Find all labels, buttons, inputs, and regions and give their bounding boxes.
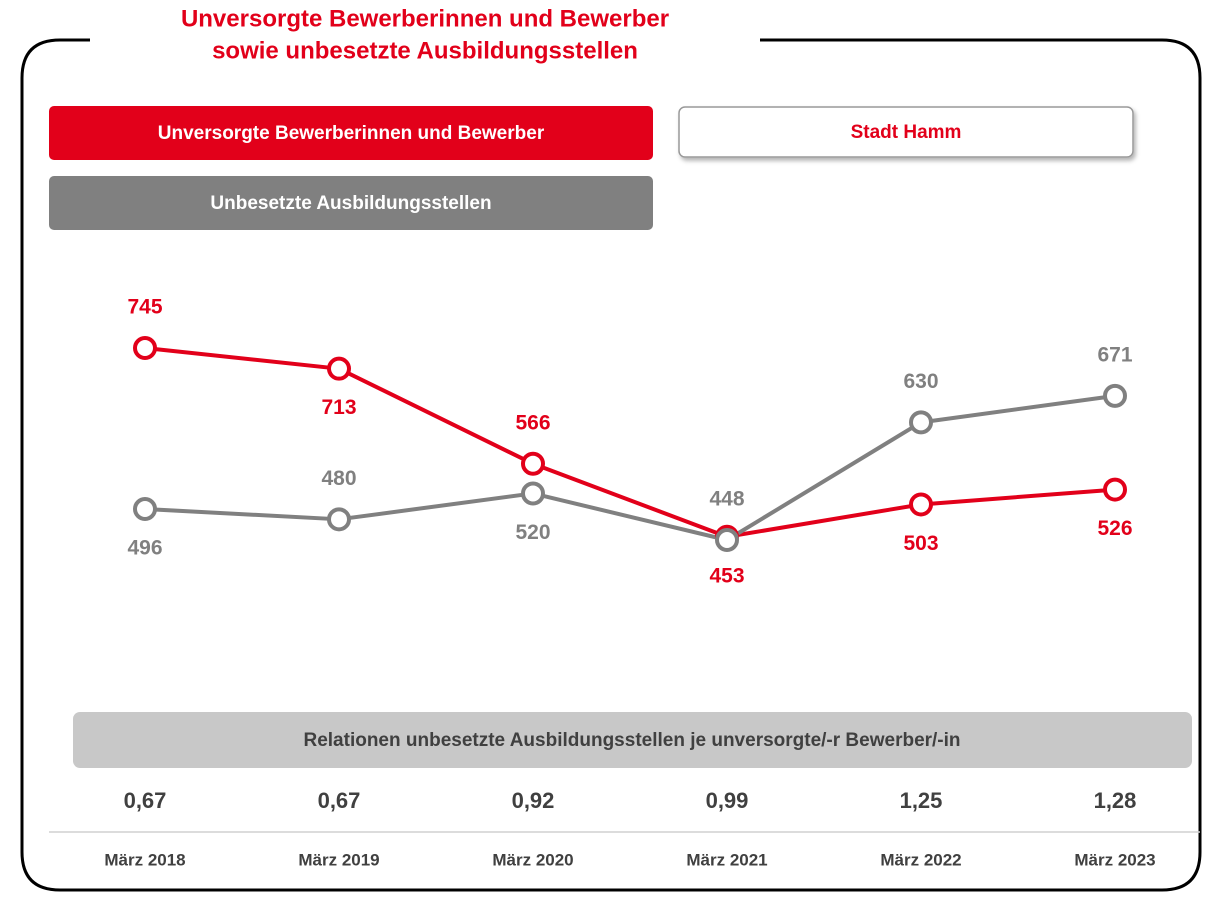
point [521,481,545,506]
frame [20,38,1202,892]
series-line [144,393,1116,542]
data-label: 713 [321,396,356,419]
point [715,528,739,552]
data-label: 496 [127,537,162,560]
data-label: 520 [515,521,550,544]
legend-label: Unversorgte Bewerberinnen und Bewerber [158,123,545,144]
point [327,507,351,532]
data-label: 745 [127,296,162,319]
ratio-header [73,712,1192,768]
x-tick-label: März 2018 [104,850,185,869]
data-label: 630 [903,370,938,393]
data-label: 526 [1097,517,1132,540]
point [909,492,933,517]
ratio-value: 0,67 [318,788,361,813]
ratio-title: Relationen unbesetzte Ausbildungsstellen… [303,730,960,751]
x-tick-label: März 2022 [880,850,961,869]
ratio-value: 0,92 [512,788,555,813]
data-label: 503 [903,532,938,555]
point [521,451,545,476]
ratio-value: 0,67 [124,788,167,813]
x-tick-label: März 2019 [298,850,379,869]
legend-box [49,106,653,160]
ratio-value: 1,28 [1094,788,1137,813]
data-label: 480 [321,467,356,490]
region-label: Stadt Hamm [851,122,962,143]
point [909,410,933,435]
data-label: 671 [1097,343,1132,366]
x-tick-label: März 2023 [1074,850,1155,869]
point [1103,477,1127,502]
x-tick-label: März 2020 [492,850,573,869]
chart-title: Unversorgte Bewerberinnen und Bewerber [181,5,669,32]
ratio-value: 0,99 [706,788,749,813]
data-label: 566 [515,411,550,434]
point [133,336,157,360]
point [1103,383,1127,408]
x-tick-label: März 2021 [686,850,767,869]
legend-box [49,176,653,230]
data-label: 448 [709,488,744,511]
legend-label: Unbesetzte Ausbildungsstellen [210,193,491,214]
point [133,496,157,521]
ratio-value: 1,25 [900,788,943,813]
data-label: 453 [709,564,744,587]
chart-title: sowie unbesetzte Ausbildungsstellen [212,37,638,64]
region-box [678,106,1134,158]
series-line [144,346,1116,539]
point [327,356,351,381]
